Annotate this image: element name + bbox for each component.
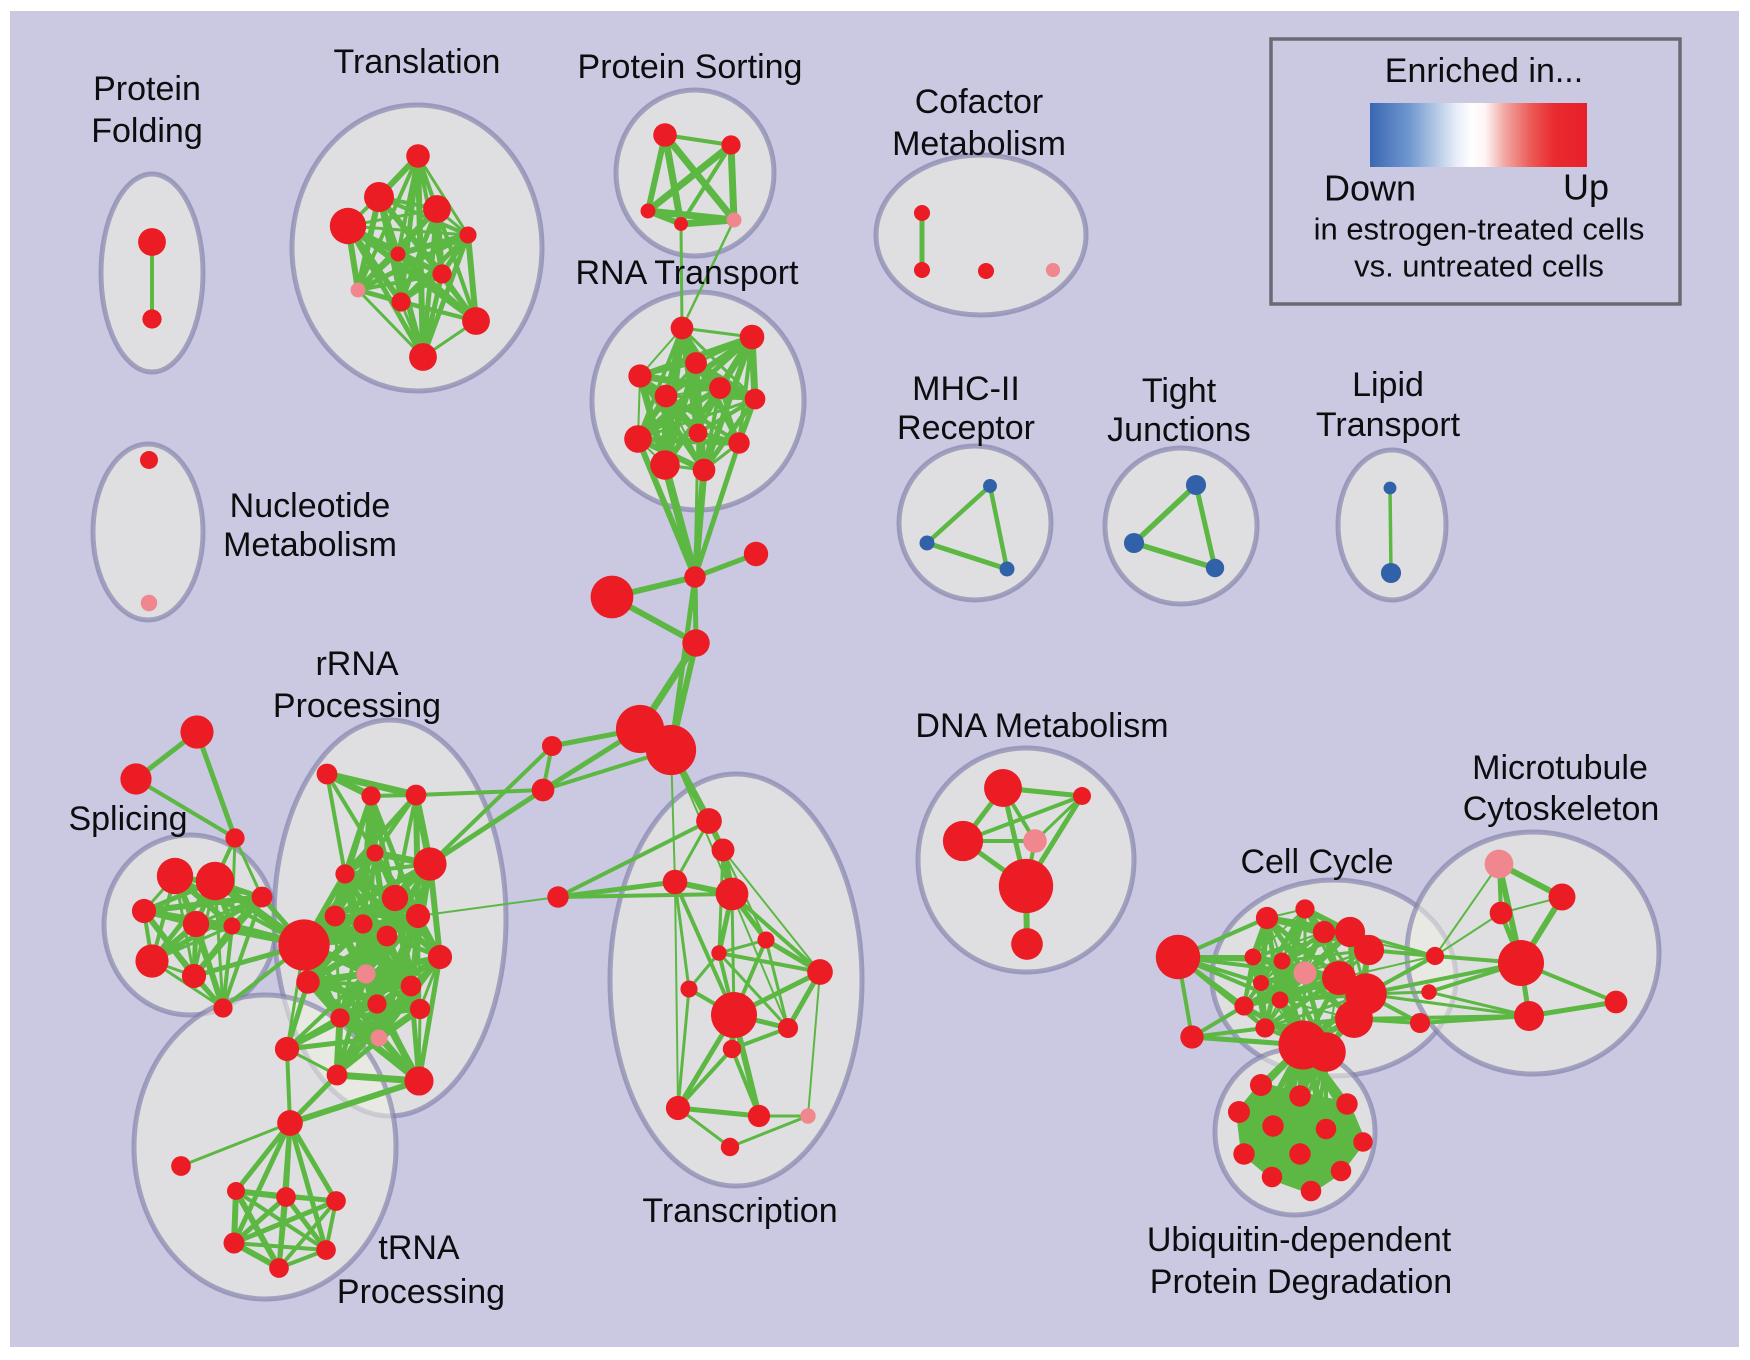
svg-text:Folding: Folding [91,112,203,150]
svg-text:Enriched in...: Enriched in... [1385,52,1583,90]
svg-text:Receptor: Receptor [897,409,1035,447]
svg-text:Down: Down [1324,168,1416,209]
svg-text:vs. untreated cells: vs. untreated cells [1354,249,1604,284]
svg-text:tRNA: tRNA [378,1229,460,1267]
svg-text:Microtubule: Microtubule [1472,749,1648,787]
svg-text:Translation: Translation [334,43,501,81]
svg-text:Transcription: Transcription [642,1192,837,1230]
svg-text:MHC-II: MHC-II [912,370,1020,408]
svg-text:Nucleotide: Nucleotide [230,487,391,525]
svg-text:Protein: Protein [93,70,201,108]
svg-text:Protein Degradation: Protein Degradation [1150,1263,1452,1301]
svg-text:Tight: Tight [1142,372,1217,410]
svg-text:Splicing: Splicing [68,800,187,838]
svg-text:Junctions: Junctions [1107,411,1251,449]
svg-text:Cofactor: Cofactor [915,83,1044,121]
svg-text:in estrogen-treated cells: in estrogen-treated cells [1314,212,1645,247]
svg-text:Cell Cycle: Cell Cycle [1240,843,1393,881]
svg-text:Processing: Processing [273,687,441,725]
svg-text:Processing: Processing [337,1273,505,1311]
svg-text:Protein Sorting: Protein Sorting [578,48,803,86]
svg-text:RNA Transport: RNA Transport [576,254,800,292]
svg-text:rRNA: rRNA [315,645,398,683]
svg-text:Metabolism: Metabolism [223,526,397,564]
svg-text:Lipid: Lipid [1352,366,1424,404]
svg-text:DNA Metabolism: DNA Metabolism [915,707,1168,745]
svg-text:Up: Up [1563,167,1609,208]
svg-text:Metabolism: Metabolism [892,125,1066,163]
svg-text:Ubiquitin-dependent: Ubiquitin-dependent [1147,1221,1452,1259]
svg-text:Transport: Transport [1316,406,1461,444]
svg-text:Cytoskeleton: Cytoskeleton [1463,790,1660,828]
